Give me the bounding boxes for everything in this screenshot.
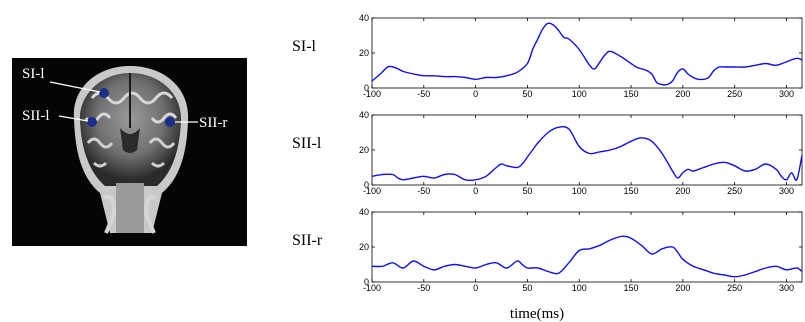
x-tick-label: -50: [417, 283, 430, 293]
x-tick-label: 300: [779, 186, 794, 196]
x-axis-title: time(ms): [510, 306, 564, 322]
x-tick-label: 300: [779, 89, 794, 99]
sii-l-marker: [87, 117, 97, 127]
x-tick-label: 250: [727, 283, 742, 293]
x-tick-label: 250: [727, 186, 742, 196]
x-tick-label: -100: [363, 283, 381, 293]
y-tick-label: 40: [359, 110, 369, 120]
x-tick-label: 0: [473, 186, 478, 196]
x-tick-label: -50: [417, 186, 430, 196]
panel-sii-r: SII-r -100 -50 0 50 100 150 200 250 300 0 20 40: [292, 207, 803, 293]
brain-label-sii-r: SII-r: [199, 115, 227, 131]
x-tick-label: -50: [417, 89, 430, 99]
brain-label-si-l: SI-l: [22, 66, 45, 82]
brain-label-sii-l: SII-l: [22, 108, 50, 124]
row-label: SII-l: [292, 135, 322, 152]
y-tick-label: 40: [359, 207, 369, 217]
x-tick-label: 100: [572, 186, 587, 196]
series-line: [371, 235, 803, 278]
series-line: [371, 22, 803, 86]
x-tick-label: 100: [572, 283, 587, 293]
y-tick-label: 20: [359, 242, 369, 252]
x-tick-label: 50: [522, 283, 532, 293]
si-l-marker: [99, 88, 109, 98]
row-label: SII-r: [292, 232, 323, 249]
x-tick-label: -100: [363, 186, 381, 196]
row-label: SI-l: [292, 38, 317, 55]
axes-frame: [371, 114, 803, 186]
x-tick-label: 150: [624, 283, 639, 293]
sii-r-marker: [165, 117, 175, 127]
axes-frame: [371, 17, 803, 89]
y-tick-label: 20: [359, 145, 369, 155]
x-tick-label: 0: [473, 89, 478, 99]
y-tick-label: 0: [364, 83, 369, 93]
x-tick-label: 50: [522, 89, 532, 99]
x-tick-label: 150: [624, 186, 639, 196]
x-tick-label: 100: [572, 89, 587, 99]
x-tick-label: 300: [779, 283, 794, 293]
y-tick-label: 40: [359, 13, 369, 23]
x-tick-label: 200: [675, 283, 690, 293]
x-tick-label: 200: [675, 89, 690, 99]
x-tick-label: 0: [473, 283, 478, 293]
y-tick-label: 20: [359, 48, 369, 58]
brain-mri-image: SI-l SII-l SII-r: [12, 58, 247, 246]
x-tick-label: 50: [522, 186, 532, 196]
axes-frame: [371, 211, 803, 283]
x-tick-label: 250: [727, 89, 742, 99]
y-tick-label: 0: [364, 277, 369, 287]
time-course-plots: SI-l-100 -50 0 50 100 150 200 250 30002040SII-l-…: [292, 13, 803, 322]
panel-sii-l: SII-l -100 -50 0 50 100 150 200 250 300 0 20 40: [292, 110, 803, 196]
y-tick-label: 0: [364, 180, 369, 190]
series-line: [371, 126, 803, 182]
x-tick-label: -100: [363, 89, 381, 99]
x-tick-label: 200: [675, 186, 690, 196]
x-tick-label: 150: [624, 89, 639, 99]
panel-si-l: SI-l -100 -50 0 50 100 150 200 250 300 0 20 40: [292, 13, 803, 99]
